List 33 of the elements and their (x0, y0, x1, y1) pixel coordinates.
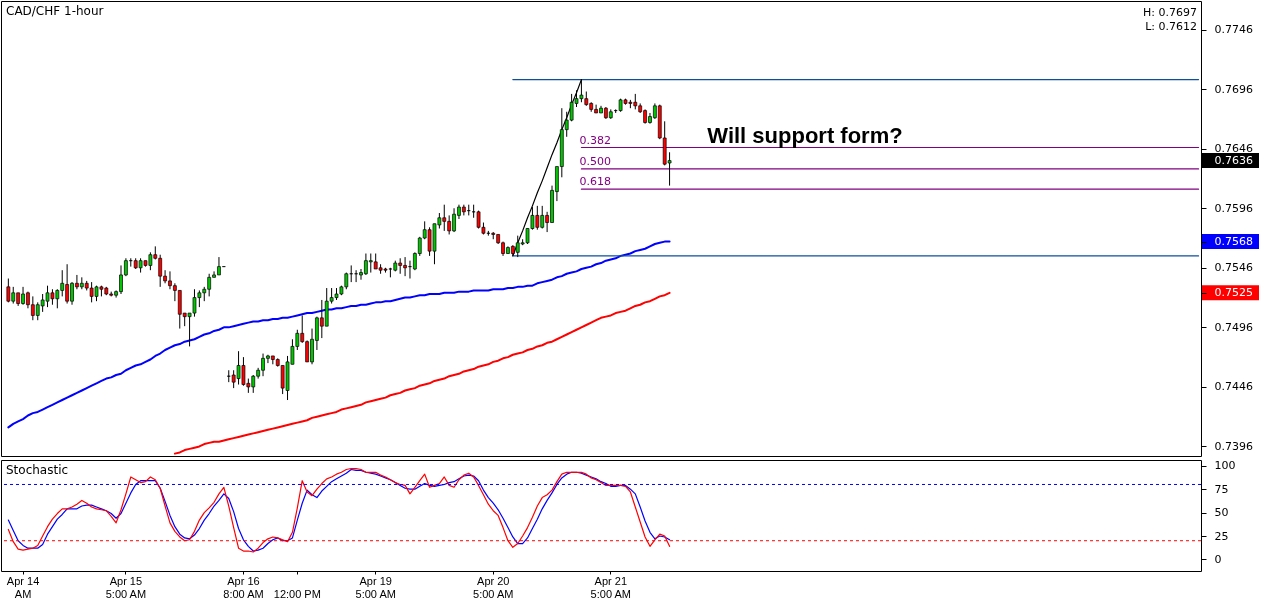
series-label: 0.382 (579, 133, 611, 147)
y-tick-label: 25 (1214, 529, 1229, 543)
y-tick-label: 0.7396 (1214, 439, 1253, 453)
line-series (173, 291, 671, 455)
annotation: L: 0.7612 (1145, 20, 1197, 33)
x-tick-label: Apr 19 5:00 AM (355, 574, 396, 599)
y-tick-label: 0.7546 (1214, 261, 1253, 275)
x-tick-label: Apr 21 5:00 AM (590, 574, 631, 599)
y-tick-label: 100 (1214, 459, 1236, 473)
y-tick-label: 0.7496 (1214, 320, 1253, 334)
y-tick-label: 0.7696 (1214, 82, 1253, 96)
y-tick-label: 75 (1214, 482, 1229, 496)
y-tick-label: 0.7596 (1214, 201, 1253, 215)
x-tick-label: Apr 20 5:00 AM (473, 574, 514, 599)
x-tick-label: Apr 16 8:00 AM (223, 574, 264, 599)
series-label: 0.500 (579, 154, 611, 168)
y-tick-label: 0.7525 (1214, 286, 1253, 300)
y-tick-label: 0 (1214, 552, 1222, 566)
chart-title: CAD/CHF 1-hour (6, 4, 104, 18)
series-label: 0.618 (579, 175, 611, 189)
chart-title: Stochastic (6, 463, 69, 477)
annotation: H: 0.7697 (1143, 6, 1197, 19)
y-tick-label: 0.7446 (1214, 380, 1253, 394)
x-tick-label: Apr 15 5:00 AM (105, 574, 147, 599)
x-tick-label: Apr 14 AM (6, 574, 40, 599)
y-tick-label: 0.7568 (1214, 235, 1253, 249)
y-tick-label: 0.7746 (1214, 23, 1253, 37)
x-tick-label: 12:00 PM (273, 587, 321, 599)
y-tick-label: 50 (1214, 506, 1229, 520)
line-series (7, 240, 671, 429)
y-tick-label: 0.7646 (1214, 142, 1253, 156)
annotation: Will support form? (707, 123, 903, 148)
y-tick-label: 0.7636 (1214, 154, 1253, 168)
